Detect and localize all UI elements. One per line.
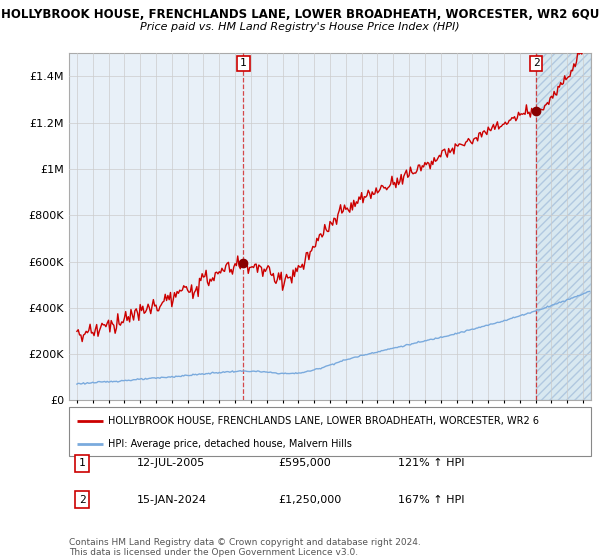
- Text: 167% ↑ HPI: 167% ↑ HPI: [398, 495, 464, 505]
- Text: 1: 1: [79, 459, 85, 468]
- Text: HOLLYBROOK HOUSE, FRENCHLANDS LANE, LOWER BROADHEATH, WORCESTER, WR2 6QU: HOLLYBROOK HOUSE, FRENCHLANDS LANE, LOWE…: [1, 8, 599, 21]
- Text: 121% ↑ HPI: 121% ↑ HPI: [398, 459, 464, 468]
- Bar: [536, 53, 591, 400]
- Text: Contains HM Land Registry data © Crown copyright and database right 2024.
This d: Contains HM Land Registry data © Crown c…: [69, 538, 421, 557]
- Text: 12-JUL-2005: 12-JUL-2005: [137, 459, 205, 468]
- Text: £1,250,000: £1,250,000: [278, 495, 341, 505]
- Text: 1: 1: [240, 58, 247, 68]
- Text: 2: 2: [533, 58, 539, 68]
- Text: 2: 2: [79, 495, 85, 505]
- Text: 15-JAN-2024: 15-JAN-2024: [137, 495, 207, 505]
- Text: £595,000: £595,000: [278, 459, 331, 468]
- Text: HOLLYBROOK HOUSE, FRENCHLANDS LANE, LOWER BROADHEATH, WORCESTER, WR2 6: HOLLYBROOK HOUSE, FRENCHLANDS LANE, LOWE…: [108, 416, 539, 426]
- Text: HPI: Average price, detached house, Malvern Hills: HPI: Average price, detached house, Malv…: [108, 439, 352, 449]
- FancyBboxPatch shape: [69, 407, 591, 456]
- Text: Price paid vs. HM Land Registry's House Price Index (HPI): Price paid vs. HM Land Registry's House …: [140, 22, 460, 32]
